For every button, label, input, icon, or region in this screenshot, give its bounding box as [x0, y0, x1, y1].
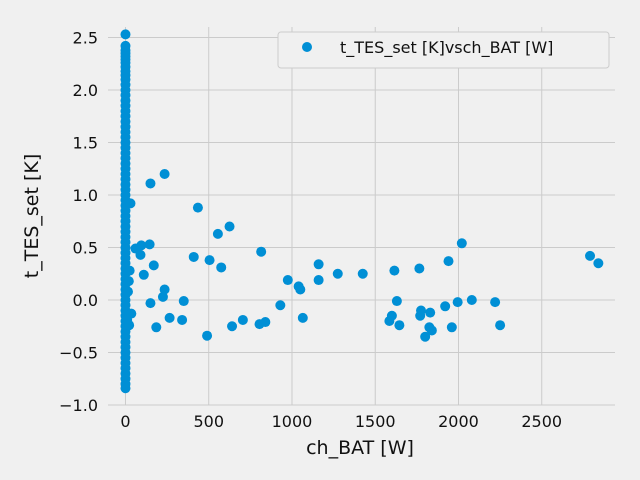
- data-point: [313, 259, 324, 270]
- y-tick-label: 0.5: [73, 239, 98, 258]
- x-tick-label: 0: [120, 412, 130, 431]
- data-point: [224, 221, 235, 232]
- data-point: [456, 238, 467, 249]
- y-tick-label: 1.0: [73, 186, 98, 205]
- data-point: [256, 246, 267, 257]
- y-tick-label: 2.0: [73, 81, 98, 100]
- data-point: [425, 307, 436, 318]
- data-point: [122, 286, 133, 297]
- data-point: [414, 263, 425, 274]
- data-point: [216, 262, 227, 273]
- data-point: [426, 325, 437, 336]
- data-point: [120, 29, 131, 40]
- y-tick-label: 2.5: [73, 29, 98, 48]
- x-axis-label: ch_BAT [W]: [306, 437, 414, 459]
- x-tick-label: 2500: [521, 412, 562, 431]
- data-point: [188, 251, 199, 262]
- x-tick-label: 2000: [438, 412, 479, 431]
- plot-background: [108, 27, 615, 405]
- data-point: [164, 312, 175, 323]
- data-point: [145, 178, 156, 189]
- data-point: [452, 297, 463, 308]
- data-point: [260, 317, 271, 328]
- data-point: [212, 228, 223, 239]
- scatter-points: [120, 29, 604, 394]
- legend-label: t_TES_set [K]vsch_BAT [W]: [340, 38, 553, 58]
- data-point: [159, 169, 170, 179]
- y-tick-label: −1.0: [59, 396, 98, 415]
- y-tick-label: 0.0: [73, 291, 98, 310]
- y-tick-labels: −1.0 −0.5 0.0 0.5 1.0 1.5 2.0 2.5: [59, 29, 98, 416]
- data-point: [495, 320, 506, 331]
- legend: t_TES_set [K]vsch_BAT [W]: [277, 31, 610, 69]
- data-point: [389, 265, 400, 276]
- data-point: [123, 276, 134, 287]
- legend-box: [277, 31, 610, 69]
- y-axis-label: t_TES_set [K]: [21, 154, 43, 278]
- data-point: [124, 320, 135, 331]
- data-point: [440, 301, 451, 312]
- data-point: [135, 249, 146, 260]
- data-point: [136, 240, 147, 251]
- data-point: [120, 383, 131, 394]
- data-point: [394, 320, 405, 331]
- data-point: [585, 250, 596, 261]
- x-tick-labels: 0 500 1000 1500 2000 2500: [120, 412, 562, 431]
- data-point: [357, 268, 368, 279]
- data-point: [148, 260, 159, 271]
- data-point: [138, 269, 149, 280]
- data-point: [490, 297, 501, 308]
- y-tick-label: 1.5: [73, 134, 98, 153]
- data-point: [202, 330, 213, 341]
- data-point: [237, 314, 248, 325]
- data-point: [275, 300, 286, 311]
- data-point: [204, 255, 215, 266]
- data-point: [386, 310, 397, 321]
- data-point: [443, 256, 454, 267]
- data-point: [192, 202, 203, 213]
- data-point: [297, 312, 308, 323]
- data-point: [124, 265, 135, 276]
- data-point: [313, 275, 324, 286]
- data-point: [446, 322, 457, 333]
- x-tick-label: 500: [193, 412, 224, 431]
- data-point: [282, 275, 293, 286]
- data-point: [295, 284, 306, 295]
- data-point: [466, 295, 477, 305]
- x-tick-label: 1000: [272, 412, 313, 431]
- data-point: [332, 268, 343, 279]
- data-point: [227, 321, 238, 332]
- data-point: [159, 284, 170, 295]
- x-tick-label: 1500: [355, 412, 396, 431]
- data-point: [416, 305, 427, 316]
- data-point: [593, 258, 604, 269]
- data-point: [177, 314, 188, 325]
- data-point: [178, 296, 189, 307]
- y-tick-label: −0.5: [59, 344, 98, 363]
- data-point: [125, 198, 136, 209]
- data-point: [144, 239, 155, 250]
- data-point: [151, 322, 162, 333]
- data-point: [391, 296, 402, 307]
- data-point: [420, 331, 431, 342]
- data-point: [145, 298, 156, 309]
- legend-marker: [302, 42, 312, 52]
